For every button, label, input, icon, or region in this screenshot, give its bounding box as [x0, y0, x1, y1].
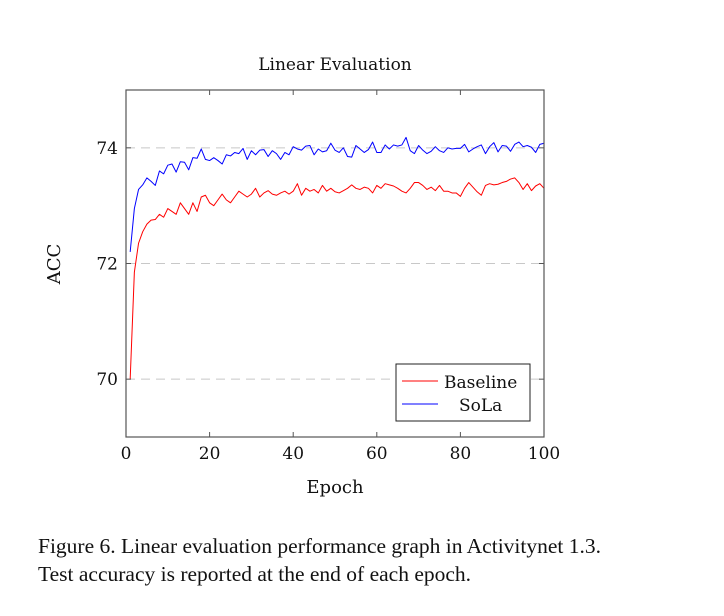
legend-box	[395, 363, 531, 422]
series-line-sola	[129, 136, 545, 252]
y-tick-label: 70	[96, 370, 118, 390]
x-tick-label: 0	[121, 444, 132, 464]
x-tick-label: 100	[528, 444, 560, 464]
figure-caption: Figure 6. Linear evaluation performance …	[38, 532, 718, 588]
x-tick-label: 80	[450, 444, 472, 464]
legend: Baseline SoLa	[395, 363, 531, 422]
y-tick-label: 72	[96, 255, 118, 275]
grid-lines	[126, 147, 544, 380]
caption-line-2: Test accuracy is reported at the end of …	[38, 562, 472, 586]
y-tick-label: 74	[96, 139, 118, 159]
chart-title: Linear Evaluation	[258, 55, 412, 75]
series-line-baseline	[129, 177, 545, 380]
caption-line-1: Figure 6. Linear evaluation performance …	[38, 534, 601, 558]
x-tick-labels: 0 20 40 60 80 100	[121, 444, 561, 464]
series-lines	[129, 136, 545, 380]
series-points-baseline	[130, 178, 544, 379]
x-tick-label: 60	[366, 444, 388, 464]
linear-evaluation-chart: Linear Evaluation 70 72 74 0 20 40 60 80 100 Ep…	[44, 55, 561, 498]
x-tick-label: 20	[199, 444, 221, 464]
y-axis-label: ACC	[44, 244, 65, 286]
legend-label-baseline: Baseline	[444, 373, 517, 393]
axis-ticks	[125, 90, 545, 437]
legend-label-sola: SoLa	[459, 396, 502, 416]
y-tick-labels: 70 72 74	[96, 139, 118, 390]
x-tick-label: 40	[282, 444, 304, 464]
x-axis-label: Epoch	[306, 477, 364, 498]
